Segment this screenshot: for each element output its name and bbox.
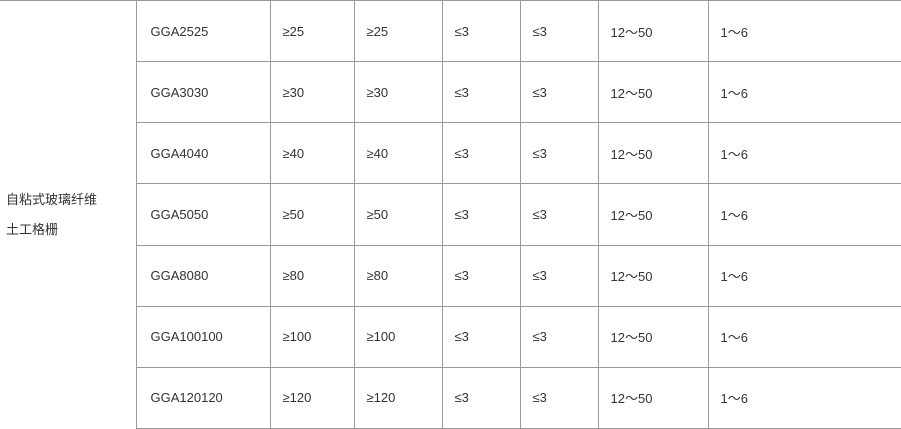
product-category-cell: 自粘式玻璃纤维 土工格栅 [0, 0, 137, 429]
table-row: GGA8080 ≥80 ≥80 ≤3 ≤3 12～50 1～6 [0, 244, 901, 307]
model-cell: GGA8080 [135, 244, 271, 307]
table-row: GGA120120 ≥120 ≥120 ≤3 ≤3 12～50 1～6 [0, 366, 901, 429]
value-cell-5: 12～50 [597, 183, 709, 246]
table-row: GGA5050 ≥50 ≥50 ≤3 ≤3 12～50 1～6 [0, 183, 901, 246]
value-cell-4: ≤3 [519, 244, 599, 307]
value-cell-3: ≤3 [441, 122, 521, 185]
value-cell-1: ≥100 [269, 305, 355, 368]
product-category-line-2: 土工格栅 [6, 221, 59, 237]
value-cell-1: ≥40 [269, 122, 355, 185]
value-cell-5: 12～50 [597, 0, 709, 63]
value-cell-3: ≤3 [441, 0, 521, 63]
value-cell-4: ≤3 [519, 305, 599, 368]
model-cell: GGA4040 [135, 122, 271, 185]
value-cell-6: 1～6 [707, 122, 901, 185]
value-cell-2: ≥30 [353, 61, 443, 124]
value-cell-5: 12～50 [597, 305, 709, 368]
model-cell: GGA2525 [135, 0, 271, 63]
value-cell-2: ≥50 [353, 183, 443, 246]
model-cell: GGA100100 [135, 305, 271, 368]
value-cell-4: ≤3 [519, 0, 599, 63]
table-row: GGA4040 ≥40 ≥40 ≤3 ≤3 12～50 1～6 [0, 122, 901, 185]
value-cell-6: 1～6 [707, 244, 901, 307]
table-row: GGA3030 ≥30 ≥30 ≤3 ≤3 12～50 1～6 [0, 61, 901, 124]
value-cell-1: ≥50 [269, 183, 355, 246]
value-cell-1: ≥25 [269, 0, 355, 63]
model-cell: GGA120120 [135, 366, 271, 429]
value-cell-5: 12～50 [597, 122, 709, 185]
value-cell-4: ≤3 [519, 366, 599, 429]
value-cell-6: 1～6 [707, 305, 901, 368]
table-row: GGA100100 ≥100 ≥100 ≤3 ≤3 12～50 1～6 [0, 305, 901, 368]
value-cell-3: ≤3 [441, 61, 521, 124]
value-cell-2: ≥120 [353, 366, 443, 429]
value-cell-2: ≥25 [353, 0, 443, 63]
product-category-line-1: 自粘式玻璃纤维 [6, 191, 98, 207]
model-cell: GGA5050 [135, 183, 271, 246]
value-cell-6: 1～6 [707, 61, 901, 124]
value-cell-3: ≤3 [441, 305, 521, 368]
value-cell-6: 1～6 [707, 366, 901, 429]
value-cell-2: ≥100 [353, 305, 443, 368]
value-cell-3: ≤3 [441, 244, 521, 307]
value-cell-3: ≤3 [441, 183, 521, 246]
value-cell-1: ≥80 [269, 244, 355, 307]
value-cell-5: 12～50 [597, 366, 709, 429]
value-cell-6: 1～6 [707, 0, 901, 63]
value-cell-1: ≥120 [269, 366, 355, 429]
value-cell-5: 12～50 [597, 244, 709, 307]
value-cell-1: ≥30 [269, 61, 355, 124]
value-cell-4: ≤3 [519, 61, 599, 124]
model-cell: GGA3030 [135, 61, 271, 124]
value-cell-2: ≥40 [353, 122, 443, 185]
value-cell-4: ≤3 [519, 183, 599, 246]
value-cell-3: ≤3 [441, 366, 521, 429]
value-cell-5: 12～50 [597, 61, 709, 124]
value-cell-6: 1～6 [707, 183, 901, 246]
value-cell-2: ≥80 [353, 244, 443, 307]
value-cell-4: ≤3 [519, 122, 599, 185]
